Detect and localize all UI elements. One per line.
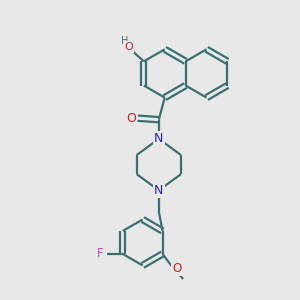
Text: O: O [125, 42, 134, 52]
Text: H: H [121, 36, 128, 46]
Text: N: N [154, 132, 164, 145]
Text: N: N [154, 184, 164, 197]
Text: F: F [97, 248, 104, 260]
Text: O: O [126, 112, 136, 125]
Text: O: O [172, 262, 181, 275]
